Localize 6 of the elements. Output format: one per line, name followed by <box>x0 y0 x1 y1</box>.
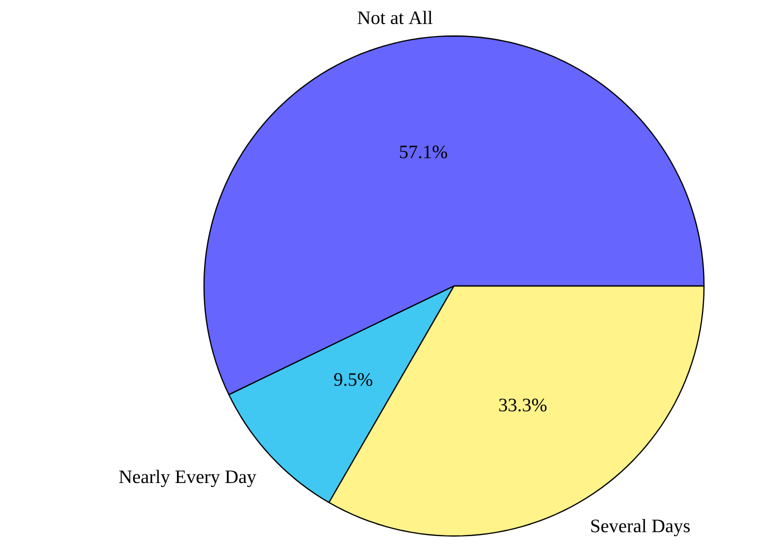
slice-label: Not at All <box>358 10 432 24</box>
slice-label: Several Days <box>591 519 690 536</box>
data-label: 9.5% <box>334 373 372 386</box>
data-label: 57.1% <box>400 146 448 158</box>
data-label: 33.3% <box>499 398 547 412</box>
slice-label: Nearly Every Day <box>119 470 256 488</box>
